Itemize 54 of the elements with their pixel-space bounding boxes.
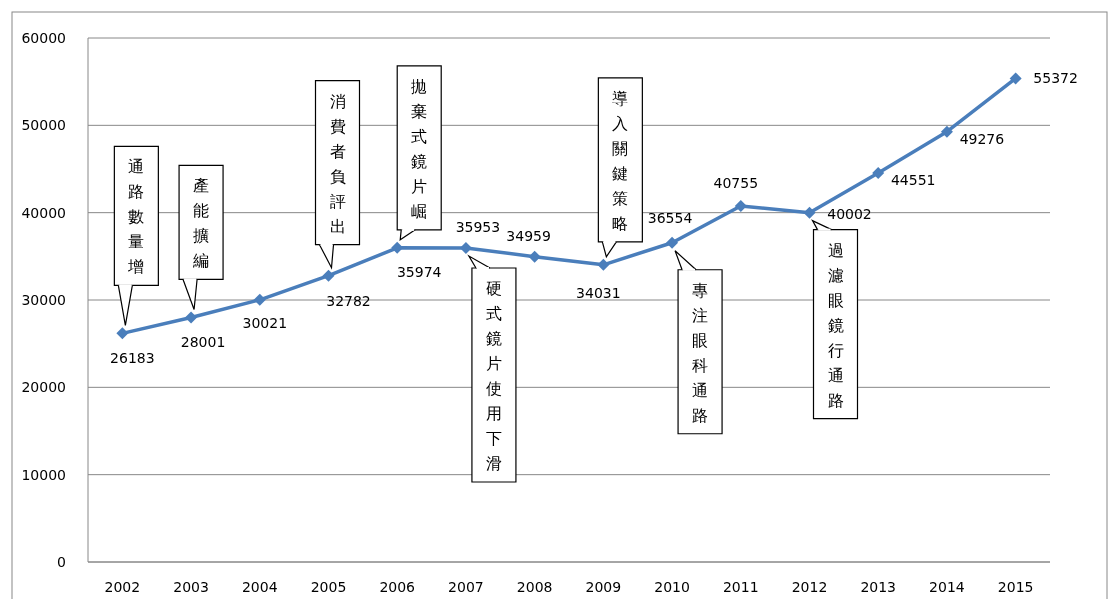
point — [597, 258, 610, 271]
data-label: 49276 — [959, 130, 1005, 147]
point — [666, 236, 679, 249]
x-tick-label: 2011 — [722, 579, 759, 595]
annotation: 產能擴編 — [192, 176, 210, 271]
data-label: 40755 — [713, 175, 759, 192]
annotation: 消費者負評出 — [329, 91, 346, 236]
point — [940, 125, 953, 138]
x-tick-label: 2007 — [448, 579, 484, 595]
annotation: 硬式鏡片使用下滑 — [485, 279, 502, 474]
x-tick-label: 2012 — [791, 579, 828, 595]
x-tick-label: 2014 — [929, 579, 965, 595]
data-label: 40002 — [827, 205, 872, 222]
point — [528, 250, 541, 263]
annotation: 專注眼科通路 — [692, 280, 709, 425]
y-tick-label: 40000 — [21, 204, 66, 221]
x-tick-label: 2015 — [997, 579, 1034, 595]
x-tick-label: 2004 — [241, 579, 278, 595]
point — [253, 293, 266, 306]
point — [185, 311, 198, 324]
y-tick-label: 30000 — [21, 292, 66, 308]
y-tick-label: 0 — [57, 554, 66, 570]
point — [1009, 72, 1022, 85]
data-label: 55372 — [1033, 70, 1078, 87]
point — [322, 269, 335, 282]
data-label: 32782 — [326, 292, 371, 309]
x-tick-label: 2008 — [516, 579, 553, 595]
y-tick-label: 10000 — [21, 466, 66, 483]
point — [116, 327, 129, 340]
data-label: 35953 — [455, 219, 501, 236]
y-tick-label: 60000 — [21, 30, 66, 46]
data-label: 34031 — [576, 284, 621, 301]
data-label: 34959 — [506, 227, 551, 244]
x-tick-label: 2002 — [104, 579, 141, 595]
data-label: 44551 — [890, 171, 936, 188]
data-label: 28001 — [180, 334, 226, 351]
y-tick-label: 50000 — [21, 117, 66, 134]
annotation: 導入關鍵策略 — [612, 88, 629, 233]
x-tick-label: 2005 — [310, 579, 347, 595]
y-tick-label: 20000 — [21, 379, 66, 396]
data-label: 35974 — [396, 263, 442, 280]
point — [872, 166, 885, 179]
data-label: 30021 — [242, 314, 288, 331]
data-label: 26183 — [110, 350, 155, 367]
x-tick-label: 2010 — [654, 579, 690, 595]
annotation: 過濾眼鏡行通路 — [827, 240, 844, 410]
x-tick-label: 2006 — [379, 579, 416, 595]
annotation: 通路數量增 — [127, 157, 145, 277]
x-tick-label: 2003 — [173, 579, 209, 595]
data-label: 36554 — [647, 209, 693, 226]
annotation: 拋棄式鏡片崛 — [411, 76, 428, 221]
x-tick-label: 2009 — [585, 579, 622, 595]
x-tick-label: 2013 — [860, 579, 897, 595]
point — [734, 200, 747, 213]
